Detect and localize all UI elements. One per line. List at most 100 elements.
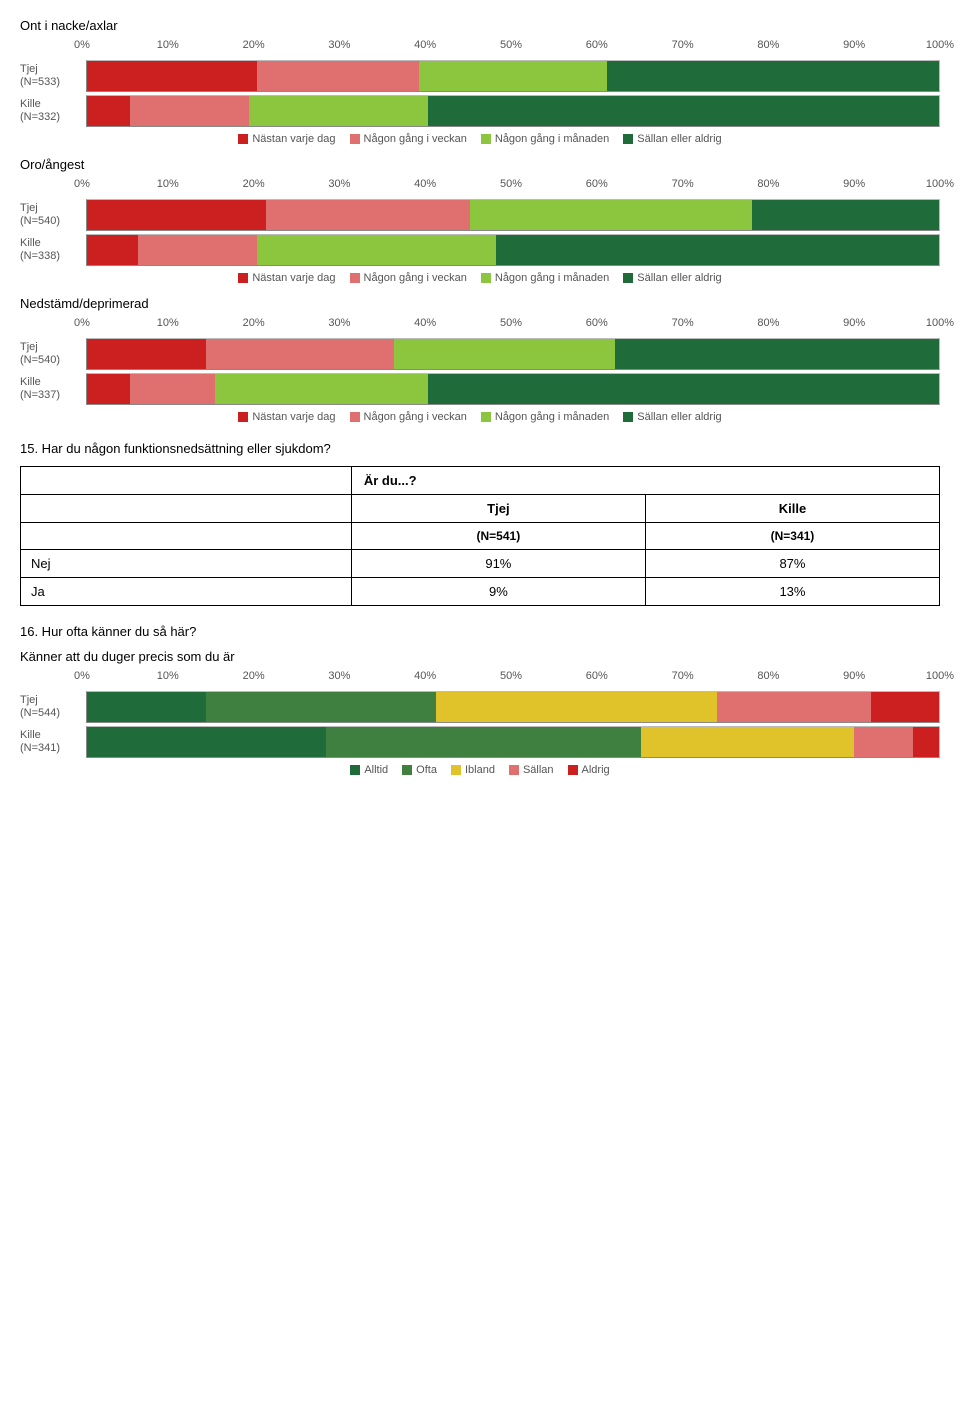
axis-tick: 50%: [500, 178, 522, 190]
legend-swatch: [402, 765, 412, 775]
axis-tick: 20%: [243, 317, 265, 329]
legend: Nästan varje dag Någon gång i veckan Någon…: [20, 272, 940, 284]
bar: [86, 234, 940, 266]
bar-segment: [257, 235, 496, 265]
bar-segment: [87, 727, 326, 757]
series-label: Kille(N=338): [20, 237, 86, 263]
axis-tick: 20%: [243, 39, 265, 51]
series-label: Kille(N=332): [20, 98, 86, 124]
axis-tick: 40%: [414, 178, 436, 190]
legend-swatch: [623, 273, 633, 283]
table-corner: [21, 467, 352, 495]
legend-label: Alltid: [364, 764, 388, 776]
row-label: Nej: [21, 550, 352, 578]
bar-segment: [138, 235, 257, 265]
axis-tick: 0%: [74, 317, 90, 329]
bar-segment: [206, 339, 393, 369]
legend-label: Någon gång i veckan: [364, 411, 467, 423]
bar: [86, 373, 940, 405]
bar-segment: [257, 61, 419, 91]
axis-tick: 0%: [74, 39, 90, 51]
axis-tick: 90%: [843, 317, 865, 329]
legend-item: Någon gång i månaden: [481, 272, 609, 284]
series-label: Tjej(N=540): [20, 341, 86, 367]
col-header-tjej: Tjej: [351, 495, 645, 523]
bar-segment: [871, 692, 939, 722]
axis-tick: 100%: [926, 670, 954, 682]
axis-tick: 40%: [414, 317, 436, 329]
legend-swatch: [451, 765, 461, 775]
axis-tick: 30%: [328, 178, 350, 190]
legend-label: Någon gång i veckan: [364, 272, 467, 284]
chart-subtitle: Känner att du duger precis som du är: [20, 649, 940, 664]
bar-segment: [249, 96, 428, 126]
legend-swatch: [481, 412, 491, 422]
series-row: Tjej(N=533): [20, 60, 940, 92]
bar: [86, 691, 940, 723]
legend-item: Någon gång i veckan: [350, 411, 467, 423]
row-label: Ja: [21, 578, 352, 606]
series-label: Tjej(N=540): [20, 202, 86, 228]
legend-label: Nästan varje dag: [252, 411, 335, 423]
legend-swatch: [350, 765, 360, 775]
legend-swatch: [238, 412, 248, 422]
n-kille: (N=341): [645, 523, 939, 550]
legend-label: Sällan: [523, 764, 554, 776]
legend-item: Sällan eller aldrig: [623, 133, 721, 145]
legend-label: Ibland: [465, 764, 495, 776]
bar: [86, 95, 940, 127]
table-corner: [21, 495, 352, 523]
legend: Nästan varje dag Någon gång i veckan Någon…: [20, 411, 940, 423]
axis-tick: 90%: [843, 670, 865, 682]
axis-tick: 60%: [586, 178, 608, 190]
legend-swatch: [509, 765, 519, 775]
cell-value: 13%: [645, 578, 939, 606]
chart-ont-nacke: 0%10%20%30%40%50%60%70%80%90%100%Tjej(N=…: [20, 39, 940, 145]
series-row: Kille(N=332): [20, 95, 940, 127]
bar-segment: [428, 374, 939, 404]
legend-item: Nästan varje dag: [238, 411, 335, 423]
bar-segment: [326, 727, 641, 757]
bar-segment: [130, 374, 215, 404]
bar-segment: [266, 200, 470, 230]
bar-segment: [607, 61, 939, 91]
axis-tick: 40%: [414, 39, 436, 51]
cell-value: 87%: [645, 550, 939, 578]
bar-segment: [641, 727, 854, 757]
question-15-heading: 15. Har du någon funktionsnedsättning el…: [20, 441, 940, 456]
bar: [86, 60, 940, 92]
legend-swatch: [238, 273, 248, 283]
series-row: Kille(N=337): [20, 373, 940, 405]
axis-tick: 100%: [926, 317, 954, 329]
axis-tick: 90%: [843, 178, 865, 190]
legend-swatch: [350, 134, 360, 144]
axis-tick: 80%: [757, 317, 779, 329]
legend-label: Någon gång i månaden: [495, 411, 609, 423]
chart-title: Nedstämd/deprimerad: [20, 296, 940, 311]
bar: [86, 199, 940, 231]
legend-item: Alltid: [350, 764, 388, 776]
chart-oro-angest: 0%10%20%30%40%50%60%70%80%90%100%Tjej(N=…: [20, 178, 940, 284]
axis-row: 0%10%20%30%40%50%60%70%80%90%100%: [20, 178, 940, 196]
bar-segment: [130, 96, 249, 126]
bar-segment: [87, 200, 266, 230]
axis-tick: 100%: [926, 178, 954, 190]
series-label: Tjej(N=544): [20, 694, 86, 720]
axis-tick: 20%: [243, 670, 265, 682]
q15-table: Är du...? Tjej Kille (N=541) (N=341) Nej…: [20, 466, 940, 606]
axis-tick: 50%: [500, 39, 522, 51]
series-label: Kille(N=337): [20, 376, 86, 402]
bar-segment: [854, 727, 914, 757]
legend-item: Sällan eller aldrig: [623, 272, 721, 284]
legend-item: Aldrig: [568, 764, 610, 776]
bar-segment: [87, 692, 206, 722]
axis-tick: 0%: [74, 178, 90, 190]
legend-label: Nästan varje dag: [252, 272, 335, 284]
n-tjej: (N=541): [351, 523, 645, 550]
bar-segment: [87, 235, 138, 265]
axis-tick: 60%: [586, 670, 608, 682]
axis-tick: 30%: [328, 39, 350, 51]
legend-label: Någon gång i veckan: [364, 133, 467, 145]
chart-duger: 0%10%20%30%40%50%60%70%80%90%100%Tjej(N=…: [20, 670, 940, 776]
axis-tick: 10%: [157, 178, 179, 190]
